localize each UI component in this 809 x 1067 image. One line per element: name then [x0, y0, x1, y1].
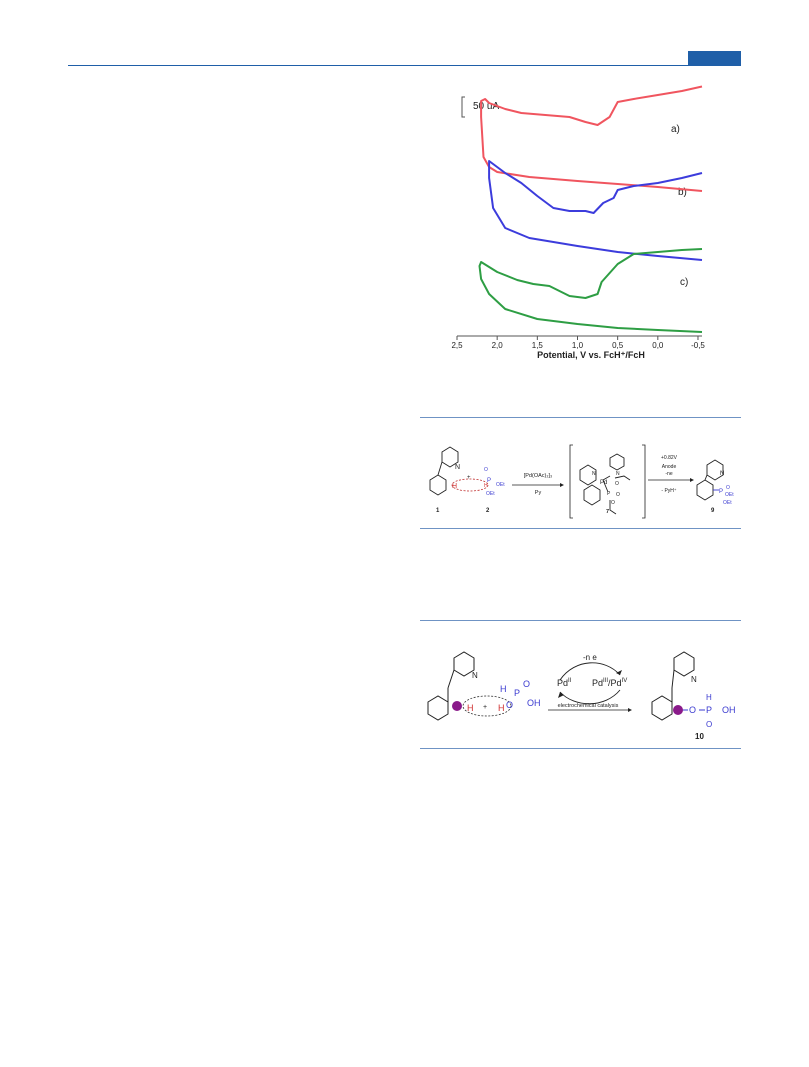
- x-tick-label: 0,0: [652, 341, 664, 350]
- x-tick-label: 2,0: [492, 341, 504, 350]
- o-label: O: [484, 467, 488, 473]
- x-tick-label: -0,5: [691, 341, 705, 350]
- p-label: P: [514, 688, 520, 698]
- h-p-label: H: [484, 483, 488, 489]
- p-label: P: [487, 478, 491, 484]
- n-label: N: [691, 675, 697, 684]
- n-label: N: [616, 471, 620, 477]
- p-label: P: [706, 705, 712, 715]
- byproduct-label: - PyH⁺: [661, 488, 677, 494]
- cv-figure: 50 uA a) b) c) 2,5 2,0 1,5 1,0 0,5 0,0 -0,5 Po…: [451, 85, 705, 360]
- o-label: O: [726, 485, 730, 491]
- p-label: P: [719, 489, 723, 495]
- plus-sign: +: [483, 704, 487, 711]
- n-label: N: [472, 671, 478, 680]
- pd-label: Pd: [600, 480, 607, 486]
- potential-label: +0.82V: [661, 455, 678, 461]
- x-tick-label: 1,0: [572, 341, 584, 350]
- oh-label: OH: [527, 698, 541, 708]
- header-tab: [688, 51, 741, 66]
- cv-curve-a: [480, 85, 703, 192]
- o-label: O: [506, 700, 513, 710]
- scheme1: N H + H P O OEt OEt 1 2 [Pd(OAc)₂]₃ Py N…: [429, 444, 734, 519]
- oet-label: OEt: [725, 492, 734, 498]
- solvent-label: Py: [535, 490, 542, 496]
- x-tick-label: 0,5: [612, 341, 624, 350]
- h-label: H: [452, 483, 457, 490]
- curve-label-a: a): [671, 124, 680, 135]
- o-label: O: [523, 679, 530, 689]
- compound-number: 1: [436, 508, 440, 514]
- cv-curve-c: [478, 248, 703, 333]
- o-label: O: [689, 705, 696, 715]
- plus-sign: +: [467, 475, 471, 481]
- pd2-label: PdII: [557, 678, 572, 688]
- scheme1-bottom-rule: [420, 528, 741, 529]
- o-label: O: [706, 720, 712, 729]
- scheme2-bottom-rule: [420, 748, 741, 749]
- bracket-right: [642, 444, 646, 519]
- compound-number: 10: [695, 732, 704, 741]
- reaction-ellipse: [451, 478, 489, 492]
- compound-number: 9: [711, 508, 715, 514]
- cv-curves: [478, 85, 703, 333]
- scheme2-top-rule: [420, 620, 741, 621]
- electron-label: -ne: [665, 471, 672, 477]
- curve-label-c: c): [680, 277, 688, 288]
- x-ticks: 2,5 2,0 1,5 1,0 0,5 0,0 -0,5: [451, 336, 705, 350]
- electron-label: -n e: [583, 653, 597, 662]
- curve-label-b: b): [678, 187, 687, 198]
- x-axis-label: Potential, V vs. FcH⁺/FcH: [537, 350, 645, 360]
- reaction-ellipse: [462, 695, 512, 717]
- catalysis-label: electrochemical catalysis: [558, 703, 619, 709]
- n-label: N: [455, 464, 460, 471]
- h-label: H: [498, 703, 505, 713]
- p-label: P: [607, 491, 611, 497]
- oh-label: OH: [722, 705, 736, 715]
- compound-number: 7: [606, 509, 609, 515]
- compound-number: 2: [486, 508, 490, 514]
- n-label: N: [720, 471, 724, 477]
- scheme1-top-rule: [420, 417, 741, 418]
- metalation-site: [673, 705, 683, 715]
- header-rule: [68, 65, 741, 66]
- oet-label: OEt: [496, 482, 505, 488]
- h-label: H: [467, 703, 474, 713]
- h-label: H: [706, 693, 712, 702]
- reagent-label: [Pd(OAc)₂]₃: [524, 473, 553, 479]
- metalation-site: [452, 701, 462, 711]
- o-label: O: [616, 492, 620, 498]
- cv-curve-b: [488, 160, 703, 261]
- x-tick-label: 2,5: [451, 341, 463, 350]
- oet-label: OEt: [486, 491, 495, 497]
- scheme2: N H + H O H P O OH -n e PdII PdIII/PdIV …: [427, 651, 736, 741]
- o-label: O: [611, 500, 615, 506]
- o-label: O: [615, 481, 619, 487]
- oet-label: OEt: [723, 500, 732, 506]
- scale-bar-label: 50 uA: [473, 101, 499, 112]
- scale-bar: [461, 96, 465, 118]
- x-tick-label: 1,5: [532, 341, 544, 350]
- phenyl-ring: [429, 474, 447, 496]
- cycle-arrow-bottom: [559, 689, 621, 705]
- pd34-label: PdIII/PdIV: [592, 678, 627, 688]
- h-label: H: [500, 684, 507, 694]
- n-label: N: [592, 471, 596, 477]
- cycle-arrow-top: [559, 662, 621, 681]
- anode-label: Anode: [662, 464, 677, 470]
- bracket-left: [569, 444, 573, 519]
